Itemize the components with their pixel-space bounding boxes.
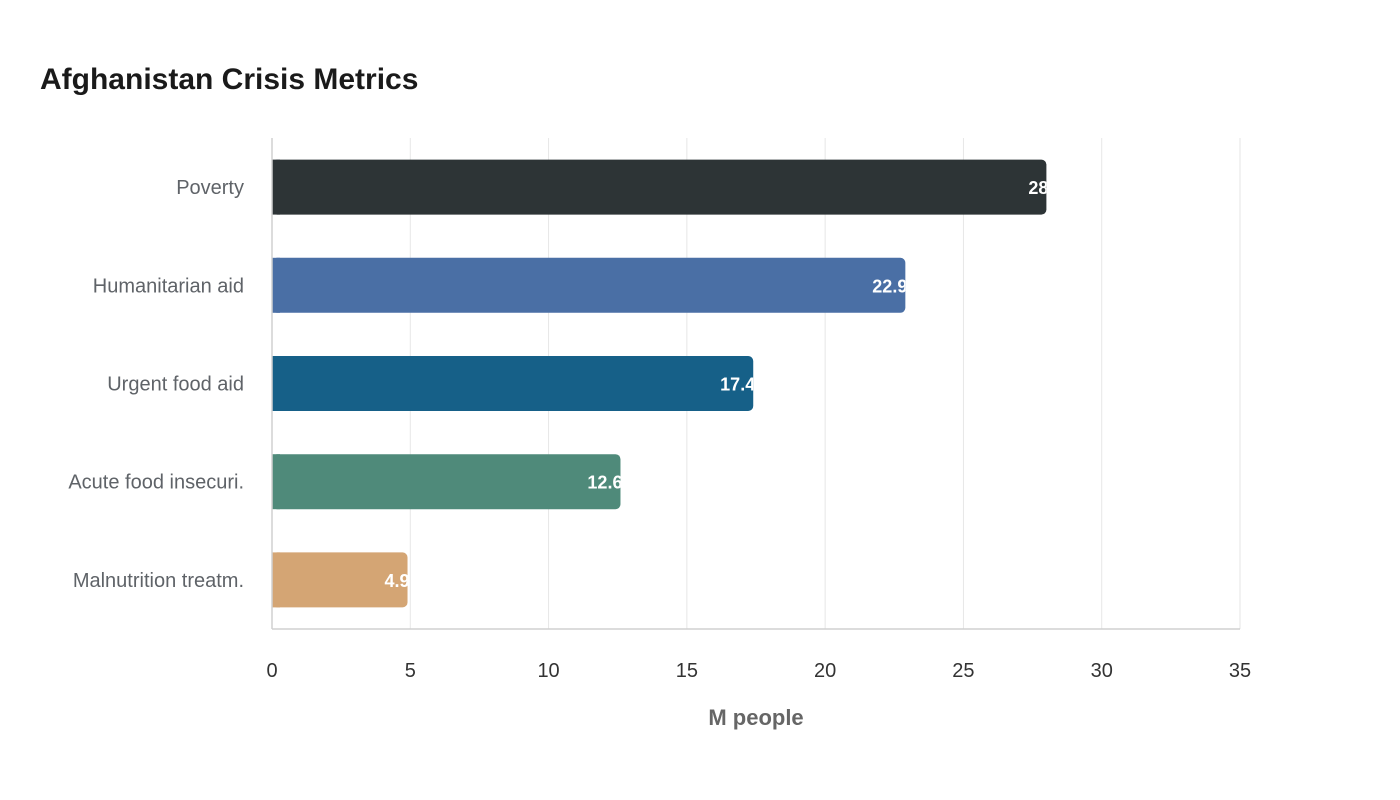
bar-value-label: 28 xyxy=(1028,178,1048,198)
bar-value-label: 22.9 xyxy=(872,276,907,296)
x-tick-label: 35 xyxy=(1229,660,1251,682)
bar-value-label: 4.9 xyxy=(384,571,409,591)
bar-rect-left-edge xyxy=(272,552,280,608)
category-label: Malnutrition treatm. xyxy=(73,570,244,592)
bars: 28 22.9 17.4 12.6 4.9 xyxy=(272,159,1048,608)
chart-title: Afghanistan Crisis Metrics xyxy=(40,63,419,96)
bar-rect-left-edge xyxy=(272,356,280,411)
bar: 22.9 xyxy=(272,257,907,313)
category-label: Urgent food aid xyxy=(107,374,244,396)
bar: 17.4 xyxy=(272,356,755,411)
x-tick-label: 5 xyxy=(405,660,416,682)
category-label: Poverty xyxy=(176,177,244,199)
bar-rect-left-edge xyxy=(272,454,280,510)
category-label: Humanitarian aid xyxy=(93,275,244,297)
bar: 4.9 xyxy=(272,552,409,608)
bar-value-label: 17.4 xyxy=(720,375,755,395)
bar-rect xyxy=(272,552,408,608)
x-tick-label: 10 xyxy=(537,660,559,682)
bar-rect xyxy=(272,454,621,510)
x-tick-label: 15 xyxy=(676,660,698,682)
bar: 28 xyxy=(272,159,1048,215)
bar-value-label: 12.6 xyxy=(587,473,622,493)
x-tick-label: 30 xyxy=(1091,660,1113,682)
x-tick-label: 20 xyxy=(814,660,836,682)
category-label: Acute food insecuri. xyxy=(68,472,244,494)
bar-rect xyxy=(272,356,754,411)
x-tick-label: 25 xyxy=(952,660,974,682)
labels: 0 5 10 15 20 25 30 35 Poverty Humanitarian aid Urg… xyxy=(68,177,1251,730)
bar: 12.6 xyxy=(272,454,622,510)
axes xyxy=(271,138,1240,630)
bar-rect xyxy=(272,257,906,313)
bar-rect-left-edge xyxy=(272,257,280,313)
bar-rect-left-edge xyxy=(272,159,280,215)
x-tick-label: 0 xyxy=(266,660,277,682)
bar-rect xyxy=(272,159,1047,215)
x-axis-title: M people xyxy=(708,705,803,730)
